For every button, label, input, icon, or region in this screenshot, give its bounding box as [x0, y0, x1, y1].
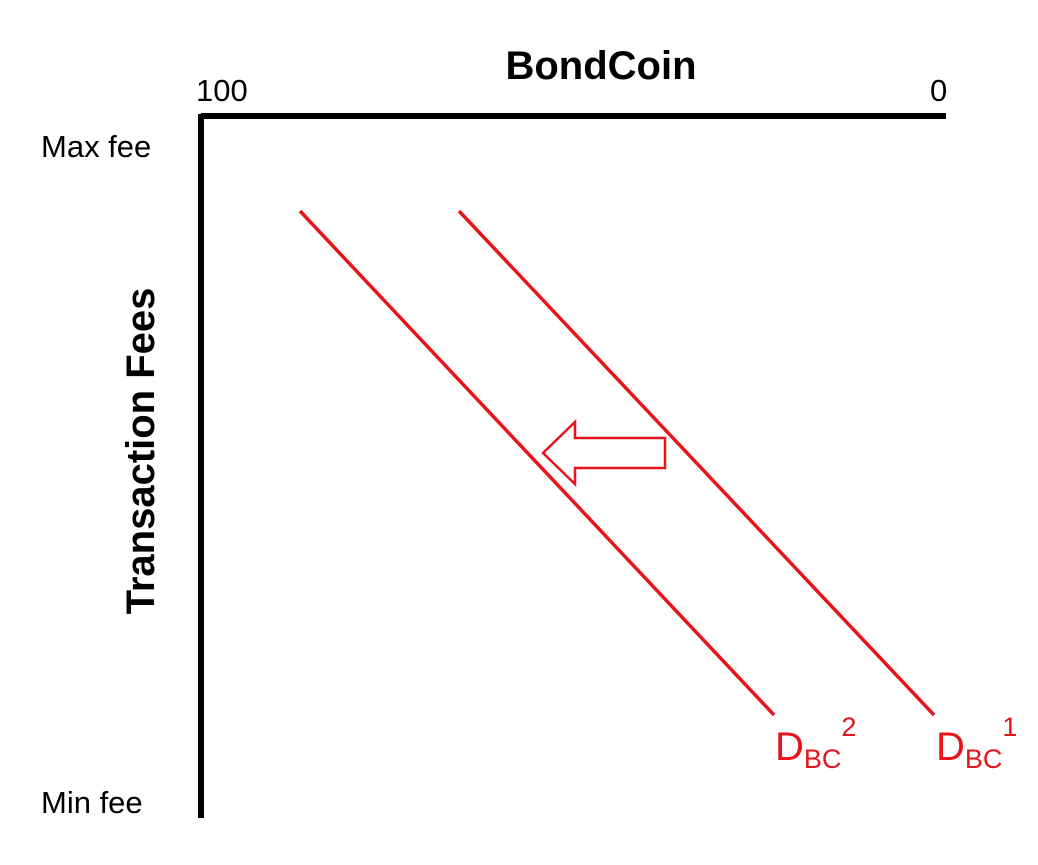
- demand-curve-2: [298, 209, 776, 717]
- y-axis-label: Transaction Fees: [119, 288, 163, 615]
- curve-2-main: D: [775, 725, 804, 769]
- diagram-title: BondCoin: [505, 44, 696, 88]
- curve-1-main: D: [936, 725, 965, 769]
- curve-label-2: DBC2: [775, 712, 856, 774]
- x-tick-left: 100: [196, 73, 248, 108]
- curve-2-sub: BC: [804, 744, 842, 774]
- curve-label-1: DBC1: [936, 712, 1017, 774]
- y-tick-top: Max fee: [41, 129, 151, 164]
- demand-curve-1: [457, 209, 936, 717]
- curve-2-sup: 2: [841, 712, 856, 742]
- x-tick-right: 0: [930, 73, 947, 108]
- curve-1-sub: BC: [965, 744, 1003, 774]
- curve-1-sup: 1: [1002, 712, 1017, 742]
- y-tick-bottom: Min fee: [41, 785, 143, 820]
- left-shift-arrow-icon: [541, 419, 667, 487]
